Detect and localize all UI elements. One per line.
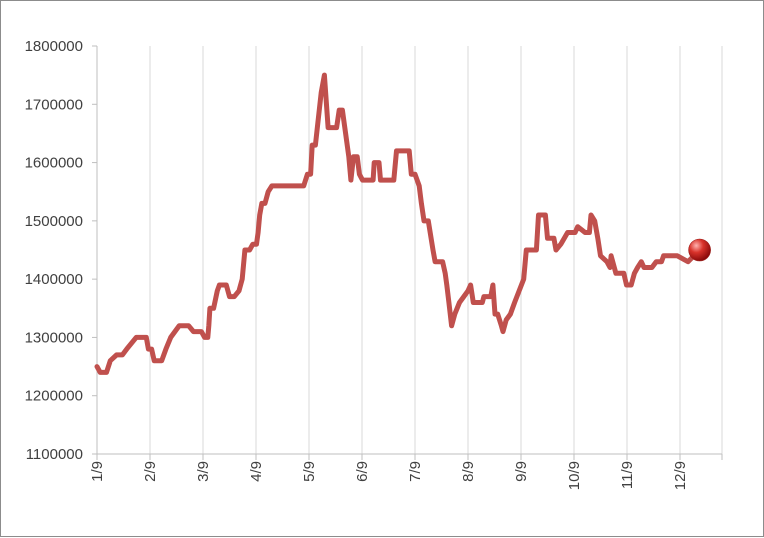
x-axis-tick-labels: 1/9 2/9 3/9 4/9 5/9 6/9 7/9 8/9 9/9 10/9 11/9 12/9	[89, 461, 689, 490]
x-tick-label: 8/9	[460, 461, 477, 482]
y-tick-label: 1400000	[25, 271, 83, 288]
series-line	[94, 72, 703, 375]
y-tick-label: 1300000	[25, 329, 83, 346]
axes	[92, 45, 723, 460]
y-tick-label: 1600000	[25, 155, 83, 172]
y-tick-label: 1700000	[25, 96, 83, 113]
y-tick-label: 1200000	[25, 388, 83, 405]
x-tick-label: 2/9	[142, 461, 159, 482]
x-tick-label: 9/9	[513, 461, 530, 482]
series-layer	[94, 72, 711, 375]
y-tick-label: 1800000	[25, 38, 83, 55]
x-tick-label: 7/9	[407, 461, 424, 482]
y-tick-label: 1100000	[26, 446, 83, 463]
x-tick-label: 12/9	[672, 461, 689, 490]
y-tick-label: 1500000	[25, 213, 83, 230]
x-tick-label: 4/9	[248, 461, 265, 482]
x-tick-label: 1/9	[89, 461, 106, 482]
x-tick-label: 6/9	[354, 461, 371, 482]
series-end-marker	[688, 238, 711, 262]
x-tick-label: 11/9	[619, 461, 636, 489]
x-tick-label: 10/9	[566, 461, 583, 490]
x-tick-label: 5/9	[301, 461, 318, 482]
y-axis-tick-labels: 1100000 1200000 1300000 1400000 1500000 16000…	[25, 38, 83, 463]
x-tick-label: 3/9	[195, 461, 212, 482]
gridlines	[149, 46, 723, 454]
